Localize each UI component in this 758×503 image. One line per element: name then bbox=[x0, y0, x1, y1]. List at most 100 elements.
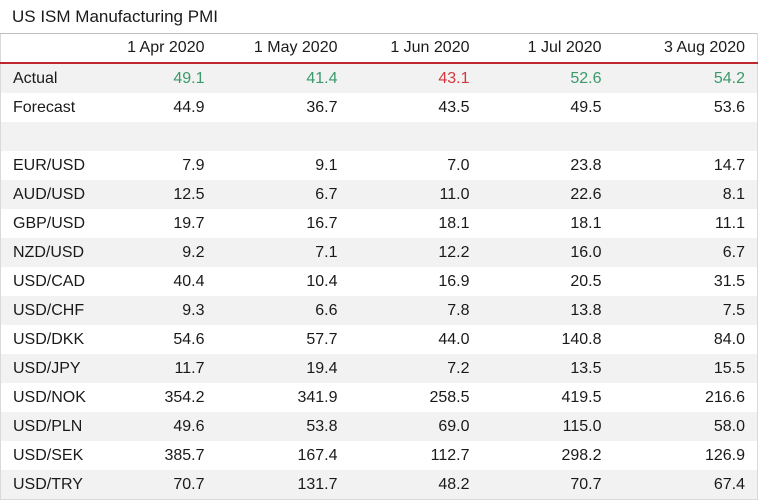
pair-value: 10.4 bbox=[216, 267, 350, 296]
pair-value: 419.5 bbox=[481, 383, 614, 412]
actual-row: Actual 49.1 41.4 43.1 52.6 54.2 bbox=[0, 63, 758, 93]
pair-row: USD/TRY 70.7 131.7 48.2 70.7 67.4 bbox=[0, 470, 758, 500]
pair-row: GBP/USD 19.7 16.7 18.1 18.1 11.1 bbox=[0, 209, 758, 238]
pair-label: USD/CHF bbox=[0, 296, 95, 325]
header-empty-cell bbox=[0, 33, 95, 64]
pair-value: 22.6 bbox=[481, 180, 614, 209]
pair-value: 167.4 bbox=[216, 441, 350, 470]
actual-value: 43.1 bbox=[349, 63, 482, 93]
header-row: 1 Apr 2020 1 May 2020 1 Jun 2020 1 Jul 2… bbox=[0, 33, 758, 64]
actual-value: 49.1 bbox=[94, 63, 217, 93]
pair-label: USD/DKK bbox=[0, 325, 95, 354]
pair-label: USD/JPY bbox=[0, 354, 95, 383]
pair-value: 69.0 bbox=[349, 412, 482, 441]
pair-value: 58.0 bbox=[613, 412, 758, 441]
pair-value: 131.7 bbox=[216, 470, 350, 500]
forecast-value: 53.6 bbox=[613, 93, 758, 122]
pair-value: 48.2 bbox=[349, 470, 482, 500]
pair-value: 15.5 bbox=[613, 354, 758, 383]
pair-value: 115.0 bbox=[481, 412, 614, 441]
pair-value: 7.9 bbox=[94, 151, 217, 180]
forecast-value: 36.7 bbox=[216, 93, 350, 122]
spacer-row bbox=[0, 122, 758, 151]
pair-value: 7.8 bbox=[349, 296, 482, 325]
pair-value: 16.7 bbox=[216, 209, 350, 238]
pair-value: 57.7 bbox=[216, 325, 350, 354]
forecast-value: 49.5 bbox=[481, 93, 614, 122]
pair-row: AUD/USD 12.5 6.7 11.0 22.6 8.1 bbox=[0, 180, 758, 209]
pair-value: 6.6 bbox=[216, 296, 350, 325]
actual-value: 52.6 bbox=[481, 63, 614, 93]
row-label: Actual bbox=[0, 63, 95, 93]
pair-row: USD/PLN 49.6 53.8 69.0 115.0 58.0 bbox=[0, 412, 758, 441]
pair-row: USD/DKK 54.6 57.7 44.0 140.8 84.0 bbox=[0, 325, 758, 354]
pair-value: 31.5 bbox=[613, 267, 758, 296]
pair-value: 11.0 bbox=[349, 180, 482, 209]
pair-value: 8.1 bbox=[613, 180, 758, 209]
pair-value: 67.4 bbox=[613, 470, 758, 500]
pair-value: 140.8 bbox=[481, 325, 614, 354]
pair-value: 112.7 bbox=[349, 441, 482, 470]
pmi-table: 1 Apr 2020 1 May 2020 1 Jun 2020 1 Jul 2… bbox=[0, 33, 758, 500]
column-header: 1 Jul 2020 bbox=[481, 33, 614, 64]
pair-row: USD/NOK 354.2 341.9 258.5 419.5 216.6 bbox=[0, 383, 758, 412]
pair-value: 84.0 bbox=[613, 325, 758, 354]
pair-value: 6.7 bbox=[216, 180, 350, 209]
pair-value: 44.0 bbox=[349, 325, 482, 354]
pair-value: 9.2 bbox=[94, 238, 217, 267]
pair-value: 16.9 bbox=[349, 267, 482, 296]
pair-row: USD/SEK 385.7 167.4 112.7 298.2 126.9 bbox=[0, 441, 758, 470]
forecast-value: 44.9 bbox=[94, 93, 217, 122]
pair-label: EUR/USD bbox=[0, 151, 95, 180]
pair-row: USD/CHF 9.3 6.6 7.8 13.8 7.5 bbox=[0, 296, 758, 325]
pair-value: 9.1 bbox=[216, 151, 350, 180]
pair-label: AUD/USD bbox=[0, 180, 95, 209]
actual-value: 54.2 bbox=[613, 63, 758, 93]
pair-row: EUR/USD 7.9 9.1 7.0 23.8 14.7 bbox=[0, 151, 758, 180]
pair-value: 14.7 bbox=[613, 151, 758, 180]
pair-label: USD/PLN bbox=[0, 412, 95, 441]
pair-value: 7.1 bbox=[216, 238, 350, 267]
pair-row: USD/JPY 11.7 19.4 7.2 13.5 15.5 bbox=[0, 354, 758, 383]
pair-value: 258.5 bbox=[349, 383, 482, 412]
actual-value: 41.4 bbox=[216, 63, 350, 93]
pair-value: 23.8 bbox=[481, 151, 614, 180]
pair-value: 13.5 bbox=[481, 354, 614, 383]
pair-value: 12.5 bbox=[94, 180, 217, 209]
pair-value: 19.7 bbox=[94, 209, 217, 238]
forecast-value: 43.5 bbox=[349, 93, 482, 122]
pair-label: USD/SEK bbox=[0, 441, 95, 470]
column-header: 1 May 2020 bbox=[216, 33, 350, 64]
pair-value: 49.6 bbox=[94, 412, 217, 441]
column-header: 3 Aug 2020 bbox=[613, 33, 758, 64]
pair-value: 11.7 bbox=[94, 354, 217, 383]
pair-value: 6.7 bbox=[613, 238, 758, 267]
pair-label: NZD/USD bbox=[0, 238, 95, 267]
pair-label: USD/NOK bbox=[0, 383, 95, 412]
pair-value: 7.2 bbox=[349, 354, 482, 383]
pair-value: 13.8 bbox=[481, 296, 614, 325]
pair-value: 12.2 bbox=[349, 238, 482, 267]
pair-value: 216.6 bbox=[613, 383, 758, 412]
pair-value: 18.1 bbox=[481, 209, 614, 238]
pair-value: 40.4 bbox=[94, 267, 217, 296]
column-header: 1 Apr 2020 bbox=[94, 33, 217, 64]
pair-value: 54.6 bbox=[94, 325, 217, 354]
pair-label: USD/CAD bbox=[0, 267, 95, 296]
pair-value: 7.5 bbox=[613, 296, 758, 325]
pair-label: USD/TRY bbox=[0, 470, 95, 500]
pair-value: 7.0 bbox=[349, 151, 482, 180]
pair-row: NZD/USD 9.2 7.1 12.2 16.0 6.7 bbox=[0, 238, 758, 267]
pair-row: USD/CAD 40.4 10.4 16.9 20.5 31.5 bbox=[0, 267, 758, 296]
column-header: 1 Jun 2020 bbox=[349, 33, 482, 64]
row-label: Forecast bbox=[0, 93, 95, 122]
pair-value: 126.9 bbox=[613, 441, 758, 470]
table-title: US ISM Manufacturing PMI bbox=[12, 7, 218, 26]
pair-value: 385.7 bbox=[94, 441, 217, 470]
pair-value: 53.8 bbox=[216, 412, 350, 441]
pair-label: GBP/USD bbox=[0, 209, 95, 238]
forecast-row: Forecast 44.9 36.7 43.5 49.5 53.6 bbox=[0, 93, 758, 122]
pair-value: 354.2 bbox=[94, 383, 217, 412]
pair-value: 18.1 bbox=[349, 209, 482, 238]
pair-value: 16.0 bbox=[481, 238, 614, 267]
